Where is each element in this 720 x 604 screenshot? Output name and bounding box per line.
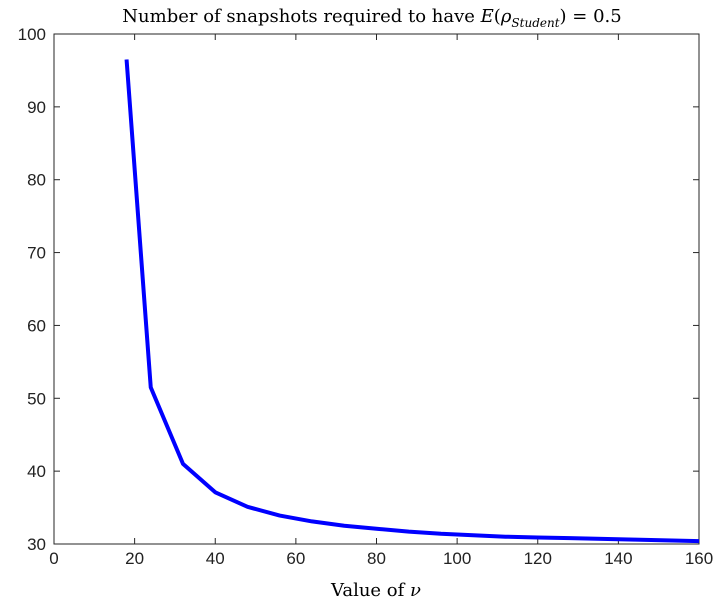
plot-frame	[53, 33, 700, 545]
y-tick-label: 50	[27, 389, 46, 408]
y-tick-label: 70	[27, 244, 46, 263]
y-axis-ticks: 30 40 50 60 70 80 90 100	[18, 25, 699, 554]
chart-title: Number of snapshots required to have E(ρ…	[122, 6, 621, 30]
x-axis-ticks: 0 20 40 60 80 100 120 140 160	[49, 34, 713, 568]
chart-title-math-open: (	[494, 6, 501, 27]
x-tick-label: 0	[49, 549, 58, 568]
x-tick-label: 120	[524, 549, 552, 568]
chart-title-math-fn: E	[480, 6, 494, 27]
chart-title-prefix: Number of snapshots required to have	[122, 6, 480, 27]
x-tick-label: 20	[125, 549, 144, 568]
x-axis-label-text: Value of	[330, 580, 410, 601]
chart-title-math-close: ) = 0.5	[560, 6, 622, 27]
series-line	[124, 59, 700, 544]
x-tick-label: 160	[685, 549, 713, 568]
chart-title-math-var: ρ	[500, 6, 512, 27]
x-tick-label: 140	[604, 549, 632, 568]
x-tick-label: 100	[443, 549, 471, 568]
x-tick-label: 40	[206, 549, 225, 568]
y-tick-label: 40	[27, 462, 46, 481]
x-tick-label: 60	[286, 549, 305, 568]
x-axis-label-math: ν	[410, 580, 421, 601]
y-tick-label: 30	[27, 535, 46, 554]
y-tick-label: 90	[27, 98, 46, 117]
chart-title-math-sub: Student	[511, 16, 559, 30]
series-layer	[124, 59, 700, 544]
y-tick-label: 80	[27, 171, 46, 190]
x-tick-label: 80	[367, 549, 386, 568]
y-tick-label: 60	[27, 316, 46, 335]
y-tick-label: 100	[18, 25, 46, 44]
x-axis-label: Value of ν	[330, 580, 421, 601]
